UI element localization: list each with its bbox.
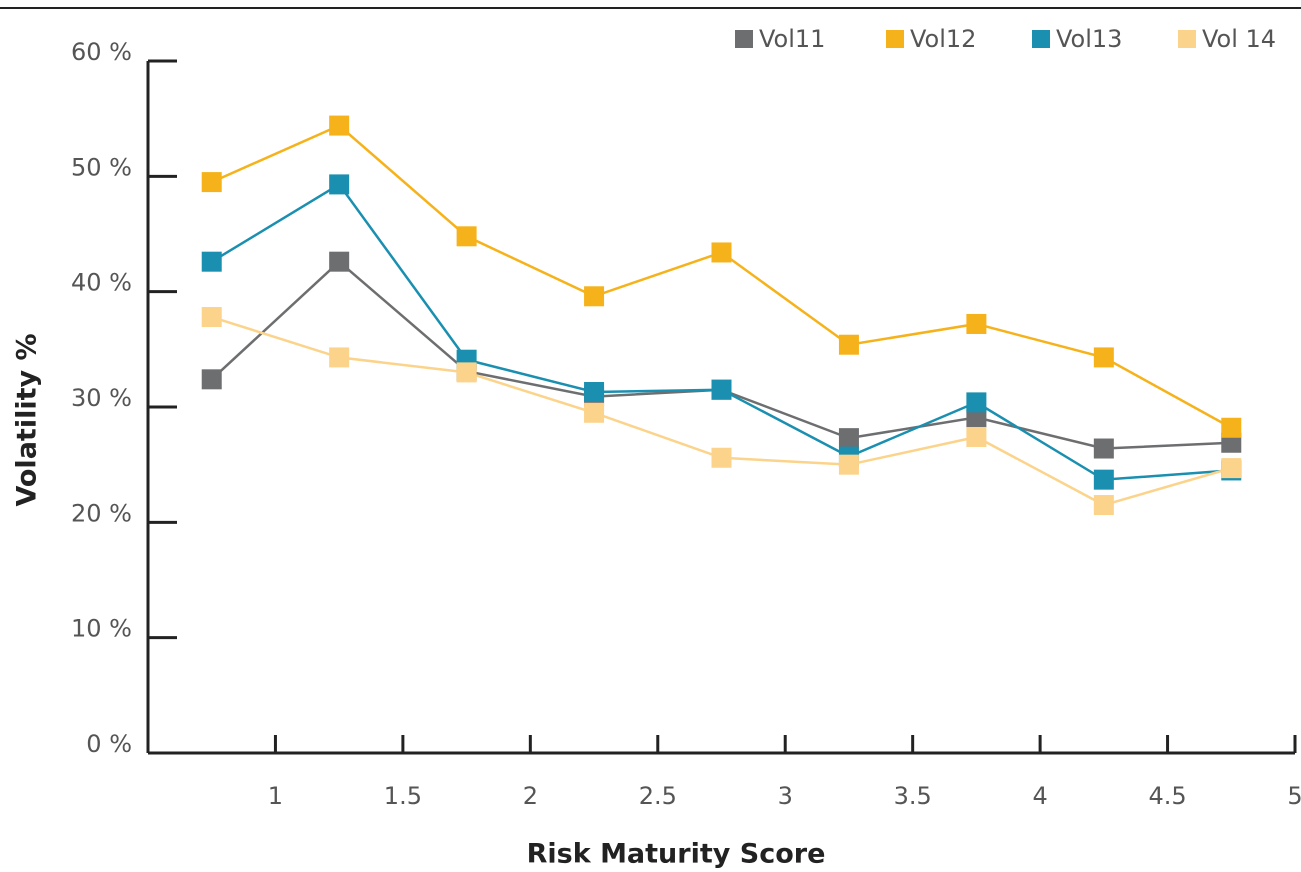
x-tick-label: 4.5 — [1148, 782, 1186, 810]
point-marker — [329, 347, 350, 368]
legend-label: Vol11 — [759, 25, 825, 53]
point-marker — [966, 392, 987, 413]
legend-swatch — [735, 30, 753, 48]
x-axis-label: Risk Maturity Score — [527, 839, 826, 870]
x-tick-label: 1.5 — [384, 782, 422, 810]
point-marker — [329, 251, 350, 272]
point-marker — [838, 454, 859, 475]
y-tick-label: 10 % — [71, 615, 132, 643]
point-marker — [201, 369, 222, 390]
point-marker — [966, 313, 987, 334]
legend-label: Vol12 — [910, 25, 976, 53]
x-tick-label: 2 — [523, 782, 538, 810]
point-marker — [584, 286, 605, 307]
legend-swatch — [1032, 30, 1050, 48]
series-line — [211, 182, 1232, 481]
x-tick-label: 5 — [1287, 782, 1301, 810]
x-tick-label: 1 — [268, 782, 283, 810]
point-marker — [838, 428, 859, 449]
point-marker — [1093, 347, 1114, 368]
point-marker — [456, 362, 477, 383]
x-tick-label: 3.5 — [894, 782, 932, 810]
point-marker — [1093, 438, 1114, 459]
x-tick-label: 4 — [1032, 782, 1047, 810]
x-tick-label: 2.5 — [639, 782, 677, 810]
y-axis-label: Volatility % — [12, 333, 43, 506]
series-line — [210, 260, 1232, 450]
legend-swatch — [1178, 30, 1196, 48]
point-marker — [201, 307, 222, 328]
y-tick-label: 20 % — [71, 499, 132, 527]
point-marker — [456, 226, 477, 247]
legend-label: Vol13 — [1056, 25, 1122, 53]
point-marker — [1093, 495, 1114, 516]
point-marker — [966, 426, 987, 447]
point-marker — [1221, 417, 1242, 438]
y-tick-label: 30 % — [71, 384, 132, 412]
point-marker — [711, 447, 732, 468]
point-marker — [711, 242, 732, 263]
point-marker — [201, 172, 222, 193]
y-tick-label: 50 % — [71, 153, 132, 181]
series-line — [211, 315, 1232, 507]
legend-label: Vol 14 — [1202, 25, 1276, 53]
x-tick-label: 3 — [778, 782, 793, 810]
point-marker — [1093, 469, 1114, 490]
y-tick-label: 40 % — [71, 269, 132, 297]
point-marker — [201, 251, 222, 272]
point-marker — [1221, 458, 1242, 479]
y-tick-label: 60 % — [71, 38, 132, 66]
point-marker — [584, 382, 605, 403]
point-marker — [711, 379, 732, 400]
legend-swatch — [886, 30, 904, 48]
y-tick-label: 0 % — [86, 730, 132, 758]
point-marker — [838, 334, 859, 355]
point-marker — [584, 402, 605, 423]
point-marker — [329, 174, 350, 195]
point-marker — [329, 115, 350, 136]
